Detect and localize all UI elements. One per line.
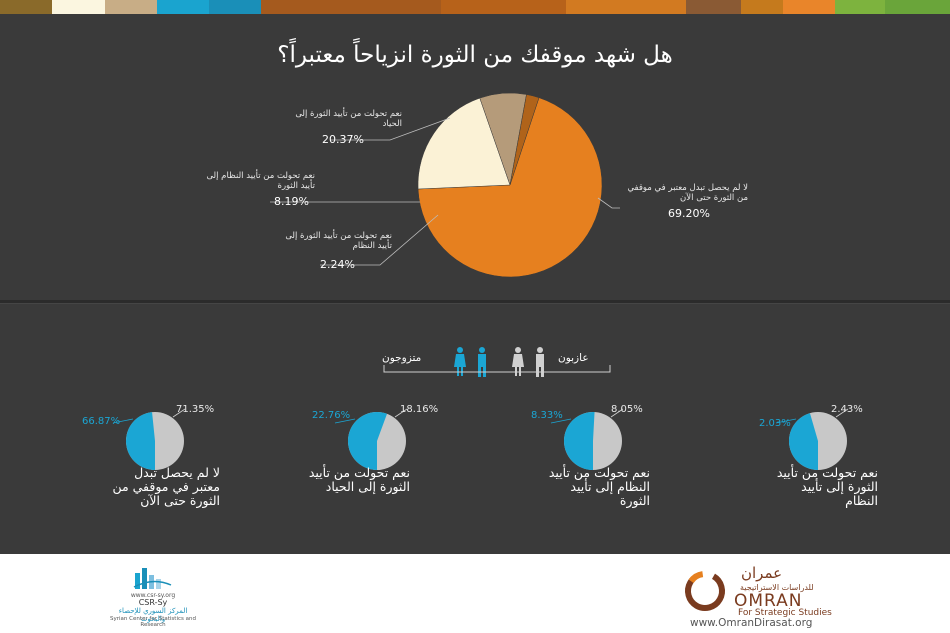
top-bar-stripe <box>835 0 885 14</box>
section-divider <box>0 300 950 304</box>
leader-line-rev-to-regime <box>320 214 439 266</box>
small-pie-married-2 <box>347 411 388 470</box>
legend-single-label: عازبون <box>558 352 589 364</box>
small-pct-married-4: 2.03% <box>759 418 791 429</box>
top-color-bar <box>0 0 950 14</box>
label-rev-to-neutral: نعم تحولت من تأييد الثورة إلى الحياد <box>295 109 402 129</box>
leader-line-rev-to-neutral <box>330 117 451 141</box>
top-bar-stripe <box>209 0 261 14</box>
caption-3: نعم تحولت من تأييد النظام إلى تأييد الثو… <box>548 465 650 508</box>
omran-logo-ring <box>685 571 725 611</box>
small-pie-married-leader-1 <box>112 418 134 424</box>
csr-english-name: Syrian Center for Statistics and Researc… <box>110 616 196 628</box>
small-pie-married-leader-4 <box>775 418 797 424</box>
small-pct-married-3: 8.33% <box>531 410 563 421</box>
top-bar-stripe <box>52 0 105 14</box>
small-pie-single-leader-1 <box>172 408 186 418</box>
omran-english-name: OMRAN <box>734 591 803 611</box>
pct-rev-to-regime: 2.24% <box>320 258 355 271</box>
page-title: هل شهد موقفك من الثورة انزياحاً معتبراً؟ <box>277 42 673 68</box>
label-regime-to-rev: نعم تحولت من تأييد النظام إلى تأييد الثو… <box>206 171 315 191</box>
small-pct-single-4: 2.43% <box>831 404 863 415</box>
footer <box>0 554 950 633</box>
legend-graphic <box>383 347 611 377</box>
top-bar-stripe <box>105 0 157 14</box>
top-bar-stripe <box>783 0 835 14</box>
omran-arabic-name: عمران <box>741 564 783 582</box>
top-bar-stripe <box>0 0 52 14</box>
csr-name: CSR-Sy <box>138 598 168 607</box>
pct-regime-to-rev: 8.19% <box>274 195 309 208</box>
pct-rev-to-neutral: 20.37% <box>322 133 364 146</box>
legend-married-label: متزوجون <box>382 352 422 364</box>
top-bar-stripe <box>686 0 741 14</box>
small-pct-single-1: 71.35% <box>176 404 215 415</box>
small-pie-married-1 <box>126 412 155 470</box>
csr-url: www.csr-sy.org <box>130 592 176 599</box>
csr-arabic-name: المركز السوري للإحصاء والبحوث <box>118 607 188 623</box>
pie-slice-rev-to-regime <box>509 94 540 186</box>
csr-logo <box>133 568 172 589</box>
small-pct-married-1: 66.87% <box>82 416 121 427</box>
small-pct-single-3: 8.05% <box>611 404 643 415</box>
label-rev-to-regime: نعم تحولت من تأييد الثورة إلى تأييد النظ… <box>285 231 392 251</box>
small-pct-single-2: 18.16% <box>400 404 439 415</box>
pie-slice-no-change <box>417 97 603 278</box>
top-bar-stripe <box>885 0 950 14</box>
pie-slice-rev-to-neutral <box>417 97 511 190</box>
small-pie-married-leader-3 <box>550 418 572 424</box>
omran-english-subtitle: For Strategic Studies <box>738 608 832 618</box>
top-bar-stripe <box>157 0 209 14</box>
small-pie-single-leader-4 <box>835 408 849 418</box>
leader-line-no-change <box>597 197 620 209</box>
small-pie-married-leader-2 <box>334 418 356 424</box>
omran-arabic-subtitle: للدراسات الاستراتيجية <box>740 583 814 592</box>
top-bar-stripe <box>566 0 686 14</box>
small-pie-single-leader-3 <box>610 408 624 418</box>
small-pie-married-4 <box>789 413 818 470</box>
pct-no-change: 69.20% <box>668 207 710 220</box>
caption-1: لا لم يحصل تبدل معتبر في موقفي من الثورة… <box>112 465 220 508</box>
small-pie-married-3 <box>563 411 595 470</box>
label-no-change: لا لم يحصل تبدل معتبر في موقفي من الثورة… <box>627 183 748 203</box>
caption-4: نعم تحولت من تأييد الثورة إلى تأييد النظ… <box>776 465 878 508</box>
top-bar-stripe <box>441 0 566 14</box>
omran-website: www.OmranDirasat.org <box>690 617 813 629</box>
top-bar-stripe <box>741 0 783 14</box>
legend-bracket <box>383 365 611 373</box>
caption-2: نعم تحولت من تأييد الثورة إلى الحياد <box>308 465 410 494</box>
small-pct-married-2: 22.76% <box>312 410 351 421</box>
top-bar-stripe <box>261 0 441 14</box>
small-pie-single-leader-2 <box>394 408 408 418</box>
